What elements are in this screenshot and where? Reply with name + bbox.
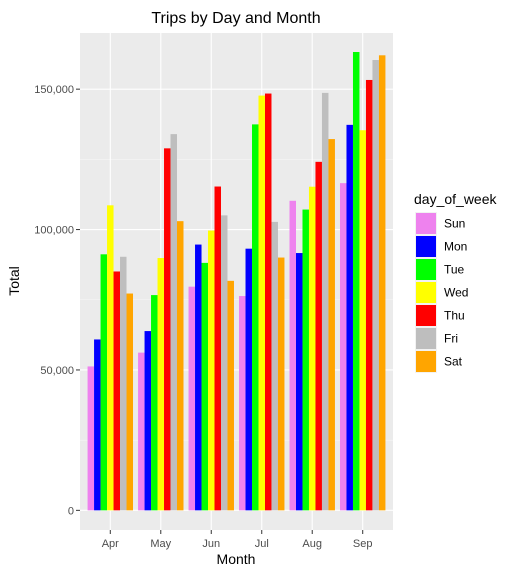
y-axis-ticks: 0 50,000 100,000 150,000 bbox=[34, 84, 80, 517]
bar-sun-apr bbox=[88, 366, 94, 510]
bar-sat-may bbox=[177, 221, 183, 510]
legend-key-fri bbox=[416, 328, 436, 349]
bar-tue-jun bbox=[202, 263, 208, 510]
bar-thu-may bbox=[164, 148, 170, 510]
bar-sun-jun bbox=[189, 287, 195, 511]
x-tick-label: Jul bbox=[255, 538, 269, 550]
bar-mon-jun bbox=[195, 245, 201, 511]
legend-key-tue bbox=[416, 259, 436, 280]
bar-fri-jul bbox=[271, 222, 277, 510]
bar-wed-may bbox=[158, 258, 164, 510]
bar-wed-apr bbox=[107, 205, 113, 510]
y-tick-label: 150,000 bbox=[34, 84, 74, 96]
legend-label-thu: Thu bbox=[444, 309, 465, 323]
y-tick-label: 0 bbox=[68, 505, 74, 517]
bar-fri-may bbox=[171, 134, 177, 510]
bar-tue-may bbox=[151, 295, 157, 510]
bar-tue-aug bbox=[302, 210, 308, 511]
y-tick-label: 100,000 bbox=[34, 225, 74, 237]
bar-sat-jun bbox=[227, 281, 233, 511]
legend-label-sun: Sun bbox=[444, 217, 465, 231]
bar-fri-jun bbox=[221, 215, 227, 510]
legend-key-sat bbox=[416, 351, 436, 372]
bar-fri-aug bbox=[322, 93, 328, 510]
bar-tue-jul bbox=[252, 124, 258, 510]
legend-key-mon bbox=[416, 236, 436, 257]
bar-wed-jun bbox=[208, 231, 214, 511]
bar-mon-aug bbox=[296, 253, 302, 510]
bar-sat-jul bbox=[278, 258, 284, 511]
legend-key-sun bbox=[416, 213, 436, 234]
bar-mon-sep bbox=[346, 125, 352, 510]
legend: day_of_week Sun Mon Tue Wed Thu Fri Sat bbox=[414, 191, 498, 373]
x-tick-label: Apr bbox=[102, 538, 119, 550]
legend-key-wed bbox=[416, 282, 436, 303]
bar-sat-aug bbox=[328, 139, 334, 510]
bar-sun-may bbox=[138, 353, 144, 511]
legend-label-fri: Fri bbox=[444, 332, 458, 346]
bar-sun-jul bbox=[239, 296, 245, 510]
bar-mon-may bbox=[145, 331, 151, 510]
x-tick-label: Sep bbox=[353, 538, 373, 550]
y-axis-title: Total bbox=[6, 266, 22, 296]
bar-mon-jul bbox=[246, 249, 252, 511]
bar-thu-sep bbox=[366, 80, 372, 510]
bar-wed-aug bbox=[309, 187, 315, 511]
bar-thu-jun bbox=[215, 187, 221, 511]
legend-key-thu bbox=[416, 305, 436, 326]
bar-fri-apr bbox=[120, 257, 126, 511]
legend-label-mon: Mon bbox=[444, 240, 467, 254]
bar-sun-sep bbox=[340, 183, 346, 510]
legend-label-tue: Tue bbox=[444, 263, 465, 277]
bar-thu-jul bbox=[265, 94, 271, 511]
x-tick-label: May bbox=[150, 538, 171, 550]
legend-label-sat: Sat bbox=[444, 355, 463, 369]
chart-title: Trips by Day and Month bbox=[151, 10, 320, 27]
bar-thu-apr bbox=[114, 271, 120, 510]
bar-mon-apr bbox=[94, 339, 100, 510]
legend-title: day_of_week bbox=[414, 191, 498, 207]
legend-items: Sun Mon Tue Wed Thu Fri Sat bbox=[415, 212, 468, 373]
x-axis-title: Month bbox=[217, 551, 256, 567]
bar-sat-apr bbox=[127, 294, 133, 511]
x-axis-ticks: Apr May Jun Jul Aug Sep bbox=[102, 530, 373, 550]
legend-label-wed: Wed bbox=[444, 286, 468, 300]
bar-sun-aug bbox=[290, 201, 296, 511]
bar-fri-sep bbox=[372, 60, 378, 510]
bar-tue-sep bbox=[353, 52, 359, 510]
x-tick-label: Aug bbox=[302, 538, 322, 550]
bar-sat-sep bbox=[379, 55, 385, 510]
x-tick-label: Jun bbox=[202, 538, 220, 550]
bar-wed-jul bbox=[258, 96, 264, 511]
bar-tue-apr bbox=[101, 254, 107, 510]
bar-thu-aug bbox=[315, 162, 321, 511]
y-tick-label: 50,000 bbox=[40, 365, 74, 377]
bar-wed-sep bbox=[359, 130, 365, 510]
